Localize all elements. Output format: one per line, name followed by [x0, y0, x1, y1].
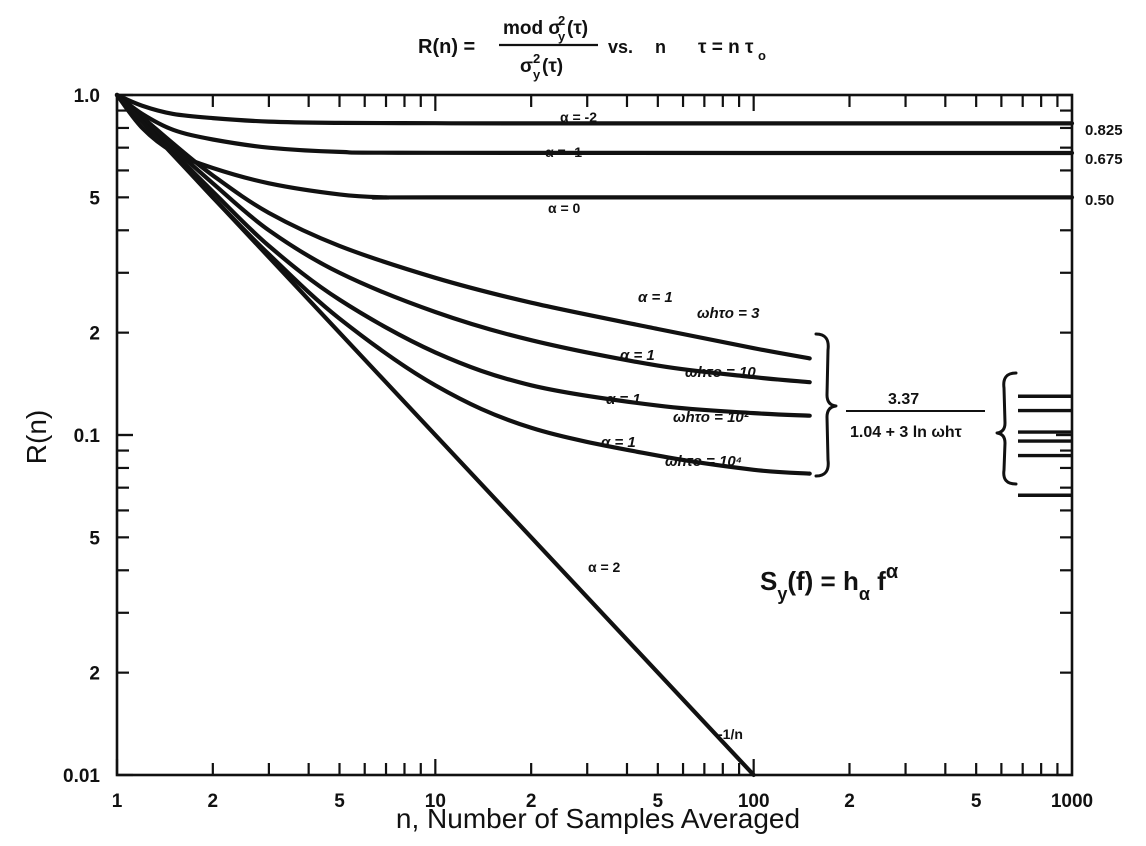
- label-omega-a: ωhτo = 3: [697, 305, 760, 322]
- x-tick-label: 1000: [1051, 791, 1093, 812]
- y-tick-label: 1.0: [74, 86, 100, 107]
- series-group: [114, 92, 1075, 778]
- fraction-denominator: 1.04 + 3 ln ωhτ: [850, 424, 962, 441]
- svg-text:τ = n τ: τ = n τ: [698, 37, 754, 58]
- label-omega-c: ωhτo = 10²: [673, 409, 750, 426]
- label-alpha-1c: α = 1: [606, 391, 641, 408]
- svg-text:(τ): (τ): [567, 18, 588, 39]
- x-tick-label: 5: [971, 791, 982, 812]
- x-tick-label: 2: [844, 791, 855, 812]
- x-tick-label: 5: [334, 791, 345, 812]
- label-alpha-m1: α = -1: [545, 144, 582, 160]
- x-tick-label: 10: [425, 791, 446, 812]
- svg-text:vs.: vs.: [608, 37, 633, 57]
- svg-text:2: 2: [558, 13, 565, 28]
- right-value-050: 0.50: [1085, 192, 1114, 209]
- y-tick-label: 2: [89, 664, 100, 685]
- curly-brace-right: [995, 371, 1018, 486]
- svg-text:y: y: [558, 29, 566, 44]
- label-alpha-m2: α = -2: [560, 109, 597, 125]
- right-value-0675: 0.675: [1085, 151, 1123, 168]
- svg-text:o: o: [758, 48, 766, 63]
- y-tick-labels: 1.0 5 2 0.1 5 2 0.01: [63, 86, 100, 787]
- spectrum-formula: Sy(f) = hα fα: [760, 561, 899, 604]
- label-slope: -1/n: [718, 726, 743, 742]
- y-tick-label: 5: [89, 188, 100, 209]
- label-omega-d: ωhτo = 10⁴: [665, 453, 742, 470]
- svg-text:n: n: [655, 37, 666, 57]
- series-line-5: [114, 92, 812, 418]
- svg-text:2: 2: [533, 51, 540, 66]
- right-edge-ticks: [1018, 394, 1072, 497]
- y-tick-label: 2: [89, 324, 100, 345]
- x-tick-label: 1: [112, 791, 123, 812]
- x-tick-labels: 1 2 5 10 2 5 100 2 5 1000: [112, 791, 1093, 812]
- chart-title: R(n) = mod σ 2 y (τ) σ 2 y (τ) vs. n τ =…: [418, 13, 766, 82]
- curly-brace-left: [814, 332, 838, 478]
- series-line-1: [114, 92, 1075, 156]
- x-tick-label: 2: [526, 791, 537, 812]
- x-tick-label: 5: [653, 791, 664, 812]
- series-line-7: [114, 92, 756, 778]
- x-ticks: [115, 95, 1059, 775]
- svg-text:R(n) =: R(n) =: [418, 36, 475, 58]
- series-line-0: [114, 92, 1075, 126]
- label-alpha-0: α = 0: [548, 200, 581, 216]
- label-alpha-1b: α = 1: [620, 347, 655, 364]
- fraction-numerator: 3.37: [888, 391, 919, 408]
- label-alpha-1d: α = 1: [601, 434, 636, 451]
- right-value-0825: 0.825: [1085, 122, 1123, 139]
- y-ticks: [117, 93, 1072, 777]
- svg-text:y: y: [533, 67, 541, 82]
- svg-text:σ: σ: [520, 56, 533, 77]
- y-axis-label: R(n): [21, 410, 52, 464]
- y-tick-label: 0.01: [63, 766, 100, 787]
- x-tick-label: 100: [738, 791, 770, 812]
- x-tick-label: 2: [208, 791, 219, 812]
- y-tick-label: 0.1: [74, 426, 101, 447]
- label-omega-b: ωhτo = 10: [685, 364, 756, 381]
- series-line-3: [114, 92, 812, 361]
- svg-text:mod σ: mod σ: [503, 18, 561, 39]
- label-alpha-2: α = 2: [588, 559, 621, 575]
- x-axis-label: n, Number of Samples Averaged: [396, 803, 800, 834]
- y-tick-label: 5: [89, 528, 100, 549]
- svg-text:(τ): (τ): [542, 56, 563, 77]
- series-line-4: [114, 92, 812, 385]
- label-alpha-1a: α = 1: [638, 289, 673, 306]
